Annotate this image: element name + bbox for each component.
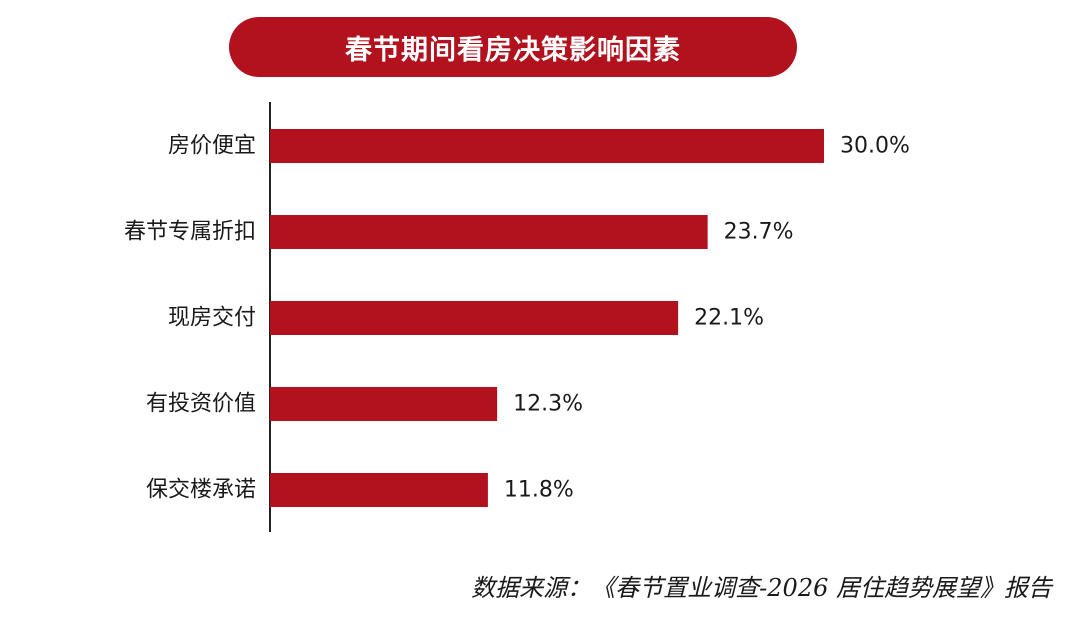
chart-title: 春节期间看房决策影响因素 (345, 34, 681, 66)
source-note: 数据来源：《春节置业调查-2026 居住趋势展望》报告 (471, 574, 1052, 602)
bar-1 (270, 129, 824, 163)
value-label-2: 23.7% (724, 220, 794, 245)
value-label-3: 22.1% (694, 306, 764, 331)
category-label-3: 现房交付 (168, 306, 256, 331)
bar-5 (270, 473, 488, 507)
category-label-2: 春节专属折扣 (124, 220, 256, 245)
value-label-4: 12.3% (513, 392, 583, 417)
value-label-1: 30.0% (840, 134, 910, 159)
chart-title-banner: 春节期间看房决策影响因素 (229, 17, 797, 77)
bar-2 (270, 215, 708, 249)
value-label-5: 11.8% (504, 478, 574, 503)
category-label-5: 保交楼承诺 (146, 478, 256, 503)
bar-4 (270, 387, 498, 421)
bar-3 (270, 301, 679, 335)
category-label-4: 有投资价值 (146, 392, 256, 417)
category-label-1: 房价便宜 (168, 134, 256, 159)
bar-chart: 房价便宜 30.0% 春节专属折扣 23.7% 现房交付 22.1% 有投资价值 12.3% 保… (124, 102, 910, 532)
